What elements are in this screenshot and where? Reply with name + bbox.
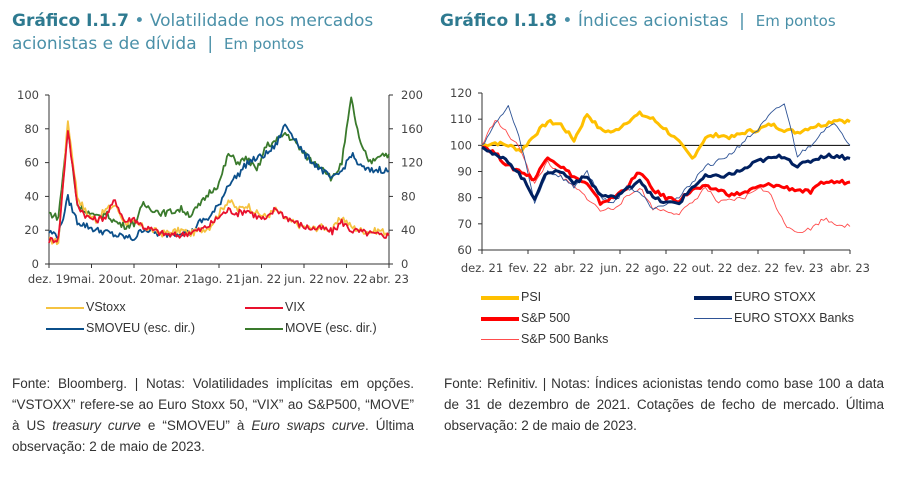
y-left-tick-label: 20: [24, 223, 39, 237]
legend-swatch: [245, 306, 283, 309]
legend-item: EURO STOXX: [694, 290, 816, 304]
right-chart-note: Fonte: Refinitiv. | Notas: Índices acion…: [444, 373, 884, 436]
series-line-euro-stoxx: [481, 145, 851, 206]
legend-label: SMOVEU (esc. dir.): [86, 321, 196, 335]
y-left-tick-label: 40: [24, 189, 39, 203]
left-chart-title-text: • Volatilidade nos mercados acionistas e…: [12, 11, 374, 54]
y-right-tick-label: 160: [401, 122, 423, 136]
legend-swatch: [481, 295, 519, 300]
left-chart-note: Fonte: Bloomberg. | Notas: Volatilidades…: [12, 373, 414, 457]
y-tick-label: 100: [450, 138, 472, 152]
y-tick-label: 60: [457, 243, 472, 257]
legend-label: S&P 500: [521, 311, 571, 325]
note-text: Fonte: Bloomberg. | Notas: Volatilidades…: [12, 376, 414, 433]
legend-label: MOVE (esc. dir.): [285, 321, 377, 335]
y-right-tick-label: 120: [401, 156, 423, 170]
y-right-tick-label: 200: [401, 88, 423, 102]
right-chart-title-text: • Índices acionistas: [556, 11, 729, 31]
right-chart-title: Gráfico I.1.8 • Índices acionistas | Em …: [440, 11, 836, 31]
legend-item: PSI: [481, 290, 541, 304]
y-tick-label: 120: [450, 86, 472, 100]
y-left-tick-label: 80: [24, 122, 39, 136]
legend-swatch: [46, 306, 84, 309]
legend-label: S&P 500 Banks: [521, 332, 609, 346]
legend-item: MOVE (esc. dir.): [245, 321, 377, 335]
x-tick-label: mar. 21: [155, 272, 199, 286]
x-tick-label: dez. 19: [28, 272, 70, 286]
note-text: . Última observação: 2 de maio de 2023.: [12, 418, 414, 454]
x-tick-label: abr. 23: [369, 272, 409, 286]
note-italic: treasury curve: [52, 418, 141, 433]
x-tick-label: ago. 22: [644, 261, 687, 275]
legend-label: EURO STOXX Banks: [734, 311, 854, 325]
legend-label: PSI: [521, 290, 542, 304]
legend-label: VStoxx: [86, 300, 126, 314]
series-line-vix: [48, 130, 390, 244]
x-tick-label: jun. 22: [283, 272, 324, 286]
legend-swatch: [481, 339, 519, 341]
legend-swatch: [694, 295, 732, 300]
x-tick-label: dez. 22: [737, 261, 779, 275]
series-line-smoveu-esc-dir-: [48, 123, 390, 242]
y-left-tick-label: 60: [24, 156, 39, 170]
x-tick-label: out. 22: [692, 261, 733, 275]
legend-swatch: [694, 318, 732, 320]
x-tick-label: nov. 22: [325, 272, 367, 286]
x-tick-label: out. 20: [114, 272, 155, 286]
y-left-tick-label: 0: [32, 257, 39, 271]
x-tick-label: jan. 22: [241, 272, 281, 286]
legend-item: S&P 500: [481, 311, 570, 325]
note-text: Fonte: Refinitiv. | Notas: Índices acion…: [444, 376, 884, 433]
y-right-tick-label: 80: [401, 189, 416, 203]
y-tick-label: 80: [457, 191, 472, 205]
series-line-psi: [481, 110, 851, 160]
y-left-tick-label: 100: [17, 88, 39, 102]
left-chart-title: Gráfico I.1.7 • Volatilidade nos mercado…: [12, 11, 374, 54]
y-right-tick-label: 0: [401, 257, 408, 271]
x-tick-label: mai. 20: [70, 272, 113, 286]
legend-item: VIX: [245, 300, 305, 314]
y-tick-label: 110: [450, 112, 472, 126]
left-chart-number: Gráfico I.1.7: [12, 11, 129, 31]
legend-label: EURO STOXX: [734, 290, 816, 304]
x-tick-label: fev. 23: [785, 261, 824, 275]
x-tick-label: abr. 22: [554, 261, 594, 275]
note-italic: Euro swaps curve: [251, 418, 366, 433]
legend-swatch: [245, 327, 283, 330]
series-line-move-esc-dir-: [48, 96, 390, 230]
x-tick-label: jun. 22: [599, 261, 640, 275]
legend-label: VIX: [285, 300, 306, 314]
y-right-tick-label: 40: [401, 223, 416, 237]
note-text: e “SMOVEU” à: [140, 418, 252, 433]
x-tick-label: abr. 23: [830, 261, 870, 275]
legend-swatch: [46, 327, 84, 330]
right-chart-number: Gráfico I.1.8: [440, 11, 557, 31]
legend-item: VStoxx: [46, 300, 126, 314]
right-chart-unit: Em pontos: [755, 12, 836, 30]
left-chart-unit: Em pontos: [223, 35, 304, 53]
x-tick-label: ago. 21: [197, 272, 240, 286]
legend-swatch: [481, 316, 519, 321]
y-tick-label: 90: [457, 165, 472, 179]
series-line-s-p-500-banks: [481, 120, 851, 233]
series-line-s-p-500: [481, 145, 851, 206]
legend-item: SMOVEU (esc. dir.): [46, 321, 195, 335]
legend-item: EURO STOXX Banks: [694, 311, 854, 325]
y-tick-label: 70: [457, 217, 472, 231]
x-tick-label: fev. 22: [509, 261, 548, 275]
legend-item: S&P 500 Banks: [481, 332, 608, 346]
x-tick-label: dez. 21: [461, 261, 503, 275]
